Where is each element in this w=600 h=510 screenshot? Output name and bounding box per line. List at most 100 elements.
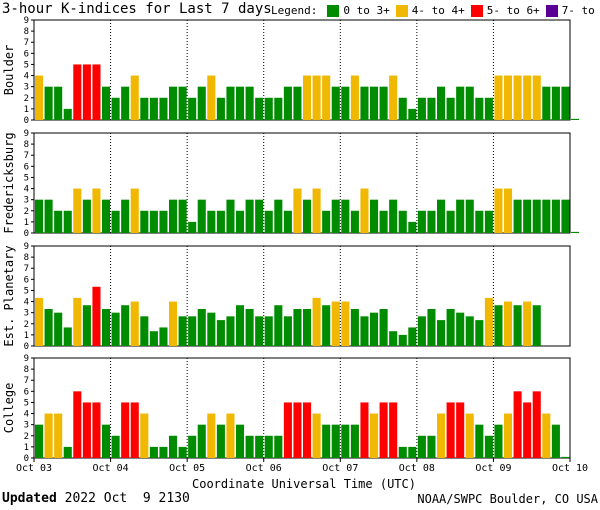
k-index-bar	[350, 309, 359, 346]
k-index-bar	[188, 221, 197, 233]
k-index-bar	[331, 301, 340, 346]
k-index-bar	[331, 199, 340, 233]
y-tick-label: 3	[24, 309, 29, 319]
k-index-bar	[159, 97, 168, 120]
y-tick-label: 6	[24, 162, 29, 172]
k-index-bar	[360, 402, 369, 458]
k-index-bar	[465, 413, 474, 458]
y-tick-label: 0	[24, 229, 29, 239]
k-index-bar	[542, 199, 551, 233]
k-index-bar	[504, 188, 513, 233]
y-tick-label: 1	[24, 443, 29, 453]
k-index-bar	[130, 402, 139, 458]
k-index-bar	[197, 424, 206, 458]
k-index-bar	[169, 435, 178, 458]
y-tick-label: 1	[24, 331, 29, 341]
k-index-bar	[303, 402, 312, 458]
k-index-bar	[513, 75, 522, 120]
legend-item-1: 4- to 4+	[411, 4, 465, 17]
y-tick-label: 1	[24, 105, 29, 115]
k-index-bar	[255, 316, 264, 346]
k-index-bar	[44, 309, 53, 346]
k-index-bar	[437, 413, 446, 458]
k-index-bar	[293, 86, 302, 120]
k-index-bar	[446, 402, 455, 458]
k-index-bar	[73, 188, 82, 233]
k-index-bar	[427, 97, 436, 120]
k-index-bar	[532, 199, 541, 233]
k-index-bar	[303, 75, 312, 120]
k-index-bar	[494, 75, 503, 120]
k-index-bar	[532, 75, 541, 120]
x-tick-label: Oct 10	[552, 463, 588, 474]
y-tick-label: 0	[24, 116, 29, 126]
k-index-bar	[140, 413, 149, 458]
k-index-bar	[408, 108, 417, 120]
panel-ylabel-0: Boulder	[2, 45, 16, 96]
y-tick-label: 4	[24, 298, 29, 308]
k-index-bar	[379, 309, 388, 346]
panel-ylabel-3: College	[2, 383, 16, 434]
k-index-bar	[322, 424, 331, 458]
k-index-bar	[398, 446, 407, 458]
k-index-bar	[169, 86, 178, 120]
updated-label: Updated	[2, 491, 57, 506]
k-index-bar	[236, 305, 245, 346]
k-index-bar	[408, 327, 417, 346]
k-index-bar	[207, 75, 216, 120]
y-tick-label: 6	[24, 387, 29, 397]
y-tick-label: 2	[24, 320, 29, 330]
k-index-bar	[523, 199, 532, 233]
k-index-bar	[417, 210, 426, 233]
k-index-bar	[360, 86, 369, 120]
y-tick-label: 1	[24, 218, 29, 228]
panel-ylabel-2: Est. Planetary	[2, 245, 16, 346]
k-index-bar	[322, 210, 331, 233]
k-index-bar	[398, 210, 407, 233]
k-index-bar	[236, 210, 245, 233]
k-index-bar	[207, 413, 216, 458]
x-tick-label: Oct 09	[475, 463, 511, 474]
k-index-bar	[245, 199, 254, 233]
k-index-bar	[82, 305, 91, 346]
k-index-bar	[456, 199, 465, 233]
y-tick-label: 5	[24, 286, 29, 296]
k-index-bar	[542, 86, 551, 120]
k-index-bar	[293, 402, 302, 458]
k-index-bar	[389, 199, 398, 233]
k-index-bar	[446, 309, 455, 346]
y-tick-label: 7	[24, 264, 29, 274]
k-index-bar	[149, 97, 158, 120]
k-index-bar	[73, 297, 82, 346]
k-index-bar	[312, 75, 321, 120]
k-index-bar	[513, 391, 522, 458]
k-index-bar	[82, 402, 91, 458]
k-index-bar	[532, 305, 541, 346]
panel-frame-1	[33, 132, 571, 234]
y-tick-label: 9	[24, 129, 29, 139]
k-index-bar	[312, 413, 321, 458]
k-index-bar	[484, 97, 493, 120]
legend-item-3: 7- to 9	[561, 4, 595, 17]
panel-frame-2	[33, 245, 571, 347]
k-index-bar	[264, 316, 273, 346]
k-index-bar	[197, 199, 206, 233]
k-index-bar	[102, 86, 111, 120]
k-index-bar	[111, 312, 120, 346]
y-tick-label: 8	[24, 365, 29, 375]
x-tick-label: Oct 08	[399, 463, 435, 474]
k-index-bar	[398, 334, 407, 346]
k-index-bar	[82, 199, 91, 233]
k-index-bar	[446, 97, 455, 120]
k-index-bar	[255, 199, 264, 233]
k-index-bar	[417, 316, 426, 346]
k-index-bar	[484, 210, 493, 233]
y-tick-label: 6	[24, 49, 29, 59]
y-tick-label: 8	[24, 27, 29, 37]
legend-item-0: 0 to 3+	[343, 4, 390, 17]
y-tick-label: 9	[24, 242, 29, 252]
k-index-bar	[54, 312, 63, 346]
k-index-bar	[341, 424, 350, 458]
k-index-bar	[475, 424, 484, 458]
k-index-bar	[140, 316, 149, 346]
